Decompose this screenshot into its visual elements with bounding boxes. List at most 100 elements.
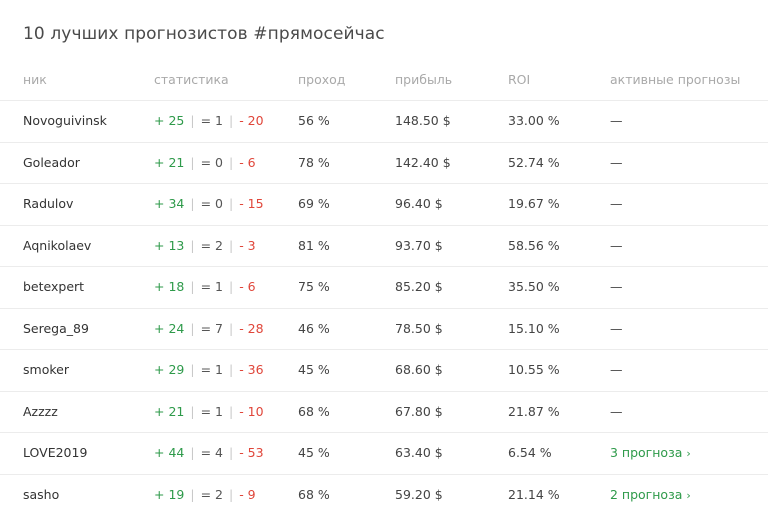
draws-count: = 7	[201, 321, 223, 336]
wins-count: + 29	[154, 362, 184, 377]
chevron-right-icon: ›	[686, 447, 690, 460]
draws-count: = 1	[201, 113, 223, 128]
column-header-roi: ROI	[508, 72, 530, 87]
pass-rate: 69 %	[298, 196, 330, 211]
stats-separator: |	[229, 279, 233, 294]
nick-link[interactable]: Serega_89	[23, 321, 89, 336]
table-row: smoker + 29|= 1|- 36 45 % 68.60 $ 10.55 …	[0, 349, 768, 391]
stats-cell: + 25|= 1|- 20	[154, 113, 264, 128]
forecasters-table: Novoguivinsk + 25|= 1|- 20 56 % 148.50 $…	[0, 100, 768, 515]
draws-count: = 2	[201, 487, 223, 502]
profit-value: 59.20 $	[395, 487, 443, 502]
active-forecasts: —	[610, 321, 623, 336]
losses-count: - 53	[239, 445, 263, 460]
active-forecasts-link[interactable]: 3 прогноза›	[610, 445, 691, 460]
column-header-active: активные прогнозы	[610, 72, 740, 87]
nick-link[interactable]: Novoguivinsk	[23, 113, 107, 128]
stats-cell: + 34|= 0|- 15	[154, 196, 264, 211]
nick-link[interactable]: LOVE2019	[23, 445, 87, 460]
pass-rate: 46 %	[298, 321, 330, 336]
stats-separator: |	[190, 155, 194, 170]
nick-link[interactable]: Azzzz	[23, 404, 58, 419]
table-row: LOVE2019 + 44|= 4|- 53 45 % 63.40 $ 6.54…	[0, 432, 768, 474]
stats-separator: |	[190, 445, 194, 460]
active-forecasts: —	[610, 113, 623, 128]
pass-rate: 68 %	[298, 487, 330, 502]
stats-separator: |	[229, 155, 233, 170]
stats-separator: |	[190, 362, 194, 377]
profit-value: 148.50 $	[395, 113, 451, 128]
profit-value: 67.80 $	[395, 404, 443, 419]
wins-count: + 25	[154, 113, 184, 128]
wins-count: + 21	[154, 404, 184, 419]
profit-value: 78.50 $	[395, 321, 443, 336]
table-row: Serega_89 + 24|= 7|- 28 46 % 78.50 $ 15.…	[0, 308, 768, 350]
table-row: Radulov + 34|= 0|- 15 69 % 96.40 $ 19.67…	[0, 183, 768, 225]
roi-value: 15.10 %	[508, 321, 560, 336]
roi-value: 6.54 %	[508, 445, 552, 460]
stats-separator: |	[229, 487, 233, 502]
nick-link[interactable]: Aqnikolaev	[23, 238, 91, 253]
stats-separator: |	[229, 321, 233, 336]
profit-value: 68.60 $	[395, 362, 443, 377]
wins-count: + 19	[154, 487, 184, 502]
pass-rate: 81 %	[298, 238, 330, 253]
draws-count: = 1	[201, 362, 223, 377]
draws-count: = 1	[201, 279, 223, 294]
table-header: ник статистика проход прибыль ROI активн…	[0, 70, 768, 90]
active-forecasts: —	[610, 362, 623, 377]
active-forecasts: —	[610, 404, 623, 419]
stats-separator: |	[190, 238, 194, 253]
column-header-nick: ник	[23, 72, 47, 87]
nick-link[interactable]: sasho	[23, 487, 59, 502]
roi-value: 10.55 %	[508, 362, 560, 377]
roi-value: 21.14 %	[508, 487, 560, 502]
stats-separator: |	[190, 487, 194, 502]
losses-count: - 20	[239, 113, 263, 128]
pass-rate: 45 %	[298, 362, 330, 377]
profit-value: 63.40 $	[395, 445, 443, 460]
table-row: sasho + 19|= 2|- 9 68 % 59.20 $ 21.14 % …	[0, 474, 768, 515]
stats-separator: |	[190, 113, 194, 128]
active-forecasts: —	[610, 238, 623, 253]
stats-cell: + 21|= 0|- 6	[154, 155, 256, 170]
pass-rate: 78 %	[298, 155, 330, 170]
table-row: Novoguivinsk + 25|= 1|- 20 56 % 148.50 $…	[0, 100, 768, 142]
draws-count: = 4	[201, 445, 223, 460]
profit-value: 96.40 $	[395, 196, 443, 211]
draws-count: = 1	[201, 404, 223, 419]
losses-count: - 28	[239, 321, 263, 336]
losses-count: - 36	[239, 362, 263, 377]
nick-link[interactable]: Radulov	[23, 196, 73, 211]
column-header-pass: проход	[298, 72, 345, 87]
roi-value: 52.74 %	[508, 155, 560, 170]
nick-link[interactable]: Goleador	[23, 155, 80, 170]
nick-link[interactable]: betexpert	[23, 279, 84, 294]
losses-count: - 10	[239, 404, 263, 419]
stats-separator: |	[229, 238, 233, 253]
active-forecasts-link[interactable]: 2 прогноза›	[610, 487, 691, 502]
stats-cell: + 29|= 1|- 36	[154, 362, 264, 377]
wins-count: + 44	[154, 445, 184, 460]
roi-value: 21.87 %	[508, 404, 560, 419]
wins-count: + 21	[154, 155, 184, 170]
roi-value: 58.56 %	[508, 238, 560, 253]
stats-separator: |	[190, 196, 194, 211]
active-forecasts: —	[610, 155, 623, 170]
stats-separator: |	[229, 445, 233, 460]
stats-cell: + 19 | = 2 | - 9	[154, 487, 256, 502]
table-row: Azzzz + 21|= 1|- 10 68 % 67.80 $ 21.87 %…	[0, 391, 768, 433]
draws-count: = 0	[201, 196, 223, 211]
losses-count: - 3	[239, 238, 255, 253]
stats-separator: |	[190, 404, 194, 419]
roi-value: 35.50 %	[508, 279, 560, 294]
profit-value: 142.40 $	[395, 155, 451, 170]
active-forecasts: —	[610, 279, 623, 294]
column-header-stats: статистика	[154, 72, 229, 87]
nick-link[interactable]: smoker	[23, 362, 69, 377]
widget-title: 10 лучших прогнозистов #прямосейчас	[23, 24, 385, 44]
table-row: Aqnikolaev + 13|= 2|- 3 81 % 93.70 $ 58.…	[0, 225, 768, 267]
losses-count: - 9	[239, 487, 255, 502]
losses-count: - 6	[239, 279, 255, 294]
